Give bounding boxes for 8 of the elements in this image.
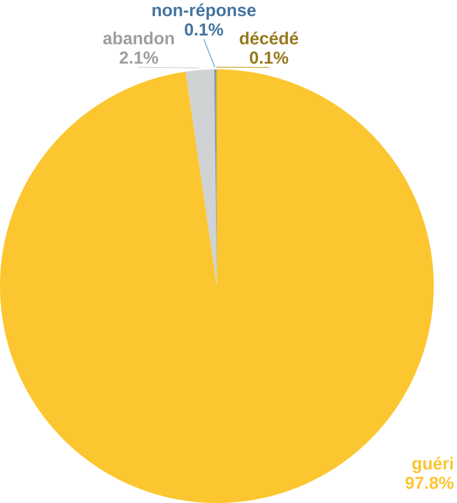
slice-label: abandon [103,32,174,44]
data-label: 97.8% [405,476,454,489]
data-label: 0.1% [250,52,288,64]
slice-label: non-réponse [152,3,256,20]
data-label: 0.1% [184,23,223,36]
slice-label: guéri [412,456,453,474]
data-label: 2.1% [119,51,158,64]
slice-label: décédé [240,32,298,44]
